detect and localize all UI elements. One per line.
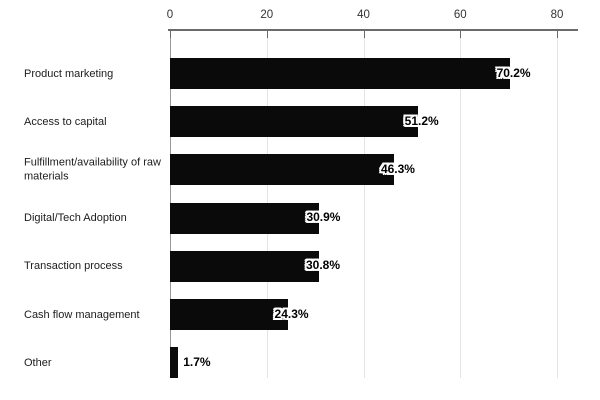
category-label: Product marketing <box>24 67 114 80</box>
x-gridline <box>460 30 462 378</box>
bar-value-label: 24.3% <box>274 306 309 321</box>
x-gridline <box>363 30 365 378</box>
bar <box>170 154 394 186</box>
bar <box>170 58 510 89</box>
category-label: Access to capital <box>24 115 107 128</box>
bar <box>170 299 288 330</box>
bar-value-label: 70.2% <box>496 65 531 80</box>
category-label: Fulfillment/availability of raw material… <box>24 156 161 183</box>
x-tick-mark <box>460 31 462 38</box>
x-tick-mark <box>363 31 365 38</box>
bar-value-label: 30.8% <box>305 258 340 273</box>
x-axis-line <box>168 29 578 31</box>
bar <box>170 106 418 138</box>
x-tick-mark <box>557 31 558 38</box>
bar-value-label: 1.7% <box>183 354 211 369</box>
category-label: Cash flow management <box>24 308 140 321</box>
x-tick-label: 80 <box>550 9 564 21</box>
category-label: Digital/Tech Adoption <box>24 211 127 224</box>
bar-value-label: 51.2% <box>404 113 439 128</box>
x-tick-label: 0 <box>166 9 174 21</box>
x-tick-label: 20 <box>260 9 274 21</box>
category-label: Transaction process <box>24 260 123 273</box>
x-gridline <box>557 30 558 378</box>
category-label: Other <box>24 356 52 369</box>
x-tick-mark <box>266 31 268 38</box>
x-tick-label: 60 <box>453 9 467 21</box>
bar <box>170 347 179 379</box>
bar-value-label: 46.3% <box>380 161 415 176</box>
bar <box>170 250 319 282</box>
bar <box>170 202 320 234</box>
x-tick-label: 40 <box>357 9 370 21</box>
bar-value-label: 30.9% <box>306 210 341 225</box>
x-tick-mark <box>170 31 171 38</box>
